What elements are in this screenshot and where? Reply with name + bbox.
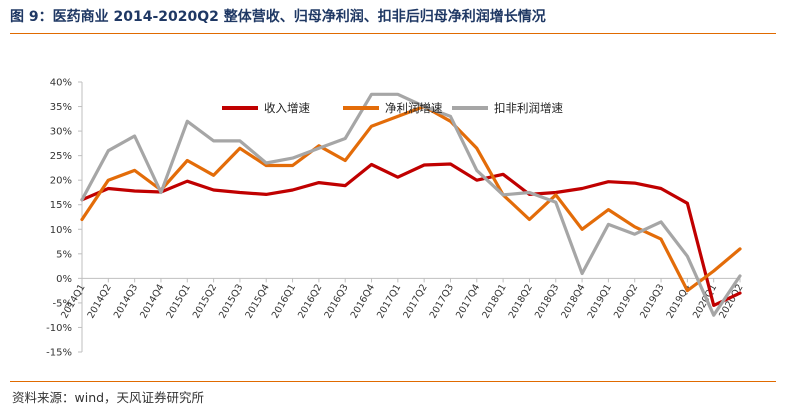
series-line-2: [80, 104, 742, 293]
y-tick-label: 25%: [50, 151, 72, 162]
y-tick-label: 10%: [50, 225, 72, 236]
x-tick-label: 2014Q3: [112, 282, 140, 320]
y-axis-ticks: -15% -10% -5% 0% 5% 10% 15% 20% 25% 30% 35% 40%: [46, 78, 82, 359]
legend-label-3: 扣非利润增速: [494, 101, 563, 115]
y-tick-label: -5%: [53, 298, 72, 309]
y-tick-label: 35%: [50, 102, 72, 113]
y-tick-label: -15%: [46, 348, 72, 359]
y-tick-label: 15%: [50, 200, 72, 211]
x-tick-label: 2018Q3: [533, 282, 561, 320]
series-line-3: [80, 92, 742, 317]
x-tick-label: 2019Q3: [638, 282, 666, 320]
legend-label-2: 净利润增速: [385, 101, 443, 115]
x-tick-label: 2015Q1: [165, 282, 193, 320]
x-tick-label: 2017Q1: [375, 282, 403, 320]
title-rule: [10, 33, 776, 34]
source-rule: [10, 381, 776, 382]
x-tick-label: 2016Q1: [270, 282, 298, 320]
x-tick-label: 2015Q2: [191, 282, 219, 320]
figure-title: 图 9：医药商业 2014-2020Q2 整体营收、归母净利润、扣非后归母净利润…: [10, 9, 546, 25]
x-tick-label: 2018Q4: [559, 282, 587, 320]
y-tick-label: 5%: [56, 249, 72, 260]
x-tick-label: 2015Q3: [217, 282, 245, 320]
legend: 收入增速 净利润增速 扣非利润增速: [222, 101, 563, 115]
x-tick-label: 2016Q4: [349, 282, 377, 320]
x-tick-label: 2019Q1: [586, 282, 614, 320]
y-tick-label: 0%: [56, 274, 72, 285]
x-tick-label: 2016Q3: [322, 282, 350, 320]
y-tick-label: 20%: [50, 176, 72, 187]
x-tick-label: 2019Q2: [612, 282, 640, 320]
line-chart: -15% -10% -5% 0% 5% 10% 15% 20% 25% 30% 35% 40% 201…: [46, 78, 746, 359]
x-tick-label: 2017Q2: [401, 282, 429, 320]
x-axis-ticks: 2014Q12014Q22014Q32014Q42015Q12015Q22015…: [59, 278, 746, 321]
x-tick-label: 2018Q2: [507, 282, 535, 320]
x-tick-label: 2018Q1: [480, 282, 508, 320]
series-layer: [80, 92, 742, 317]
source-note: 资料来源：wind，天风证券研究所: [12, 390, 205, 405]
x-tick-label: 2014Q4: [138, 282, 166, 320]
series-line-1: [80, 162, 742, 307]
x-tick-label: 2014Q2: [86, 282, 114, 320]
y-tick-label: 40%: [50, 78, 72, 89]
x-tick-label: 2017Q4: [454, 282, 482, 320]
y-tick-label: -10%: [46, 323, 72, 334]
x-tick-label: 2017Q3: [428, 282, 456, 320]
legend-label-1: 收入增速: [264, 101, 310, 115]
x-tick-label: 2016Q2: [296, 282, 324, 320]
y-tick-label: 30%: [50, 127, 72, 138]
x-tick-label: 2015Q4: [243, 282, 271, 320]
